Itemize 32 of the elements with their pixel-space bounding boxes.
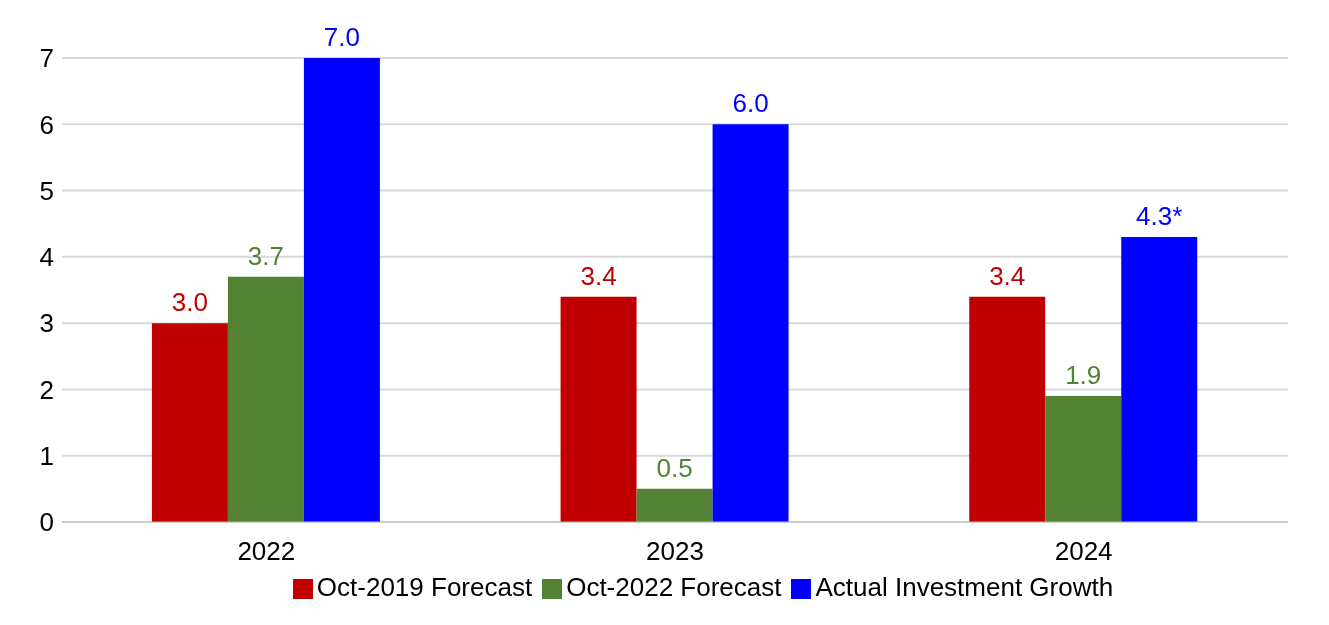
y-tick-label: 6 <box>39 109 54 140</box>
y-tick-label: 7 <box>39 43 54 74</box>
legend-label: Oct-2022 Forecast <box>566 572 782 602</box>
y-tick-label: 4 <box>39 242 54 273</box>
data-label: 3.0 <box>171 287 208 318</box>
bar <box>636 488 713 522</box>
bar <box>969 296 1046 522</box>
y-tick-label: 3 <box>39 308 54 339</box>
y-tick-label: 5 <box>39 175 54 206</box>
x-tick-label: 2022 <box>237 536 296 567</box>
x-tick-label: 2024 <box>1054 536 1113 567</box>
bar <box>560 296 637 522</box>
x-tick-label: 2023 <box>646 536 704 567</box>
data-label: 3.7 <box>247 240 284 271</box>
data-label: 6.0 <box>732 88 769 119</box>
bar <box>1121 236 1198 522</box>
legend-label: Oct-2019 Forecast <box>316 572 533 602</box>
data-label: 7.0 <box>323 22 360 52</box>
data-label: 1.9 <box>1065 360 1102 391</box>
data-label: 3.4 <box>580 260 617 291</box>
bar <box>151 323 228 522</box>
bar <box>712 124 789 522</box>
y-tick-label: 2 <box>39 374 54 405</box>
data-label: 4.3* <box>1136 200 1183 231</box>
bar <box>227 276 304 522</box>
data-label: 3.4 <box>989 260 1026 291</box>
legend-label: Actual Investment Growth <box>815 572 1114 602</box>
bar <box>303 58 380 522</box>
y-tick-label: 0 <box>39 507 54 538</box>
bar <box>1045 396 1122 522</box>
data-label: 0.5 <box>656 452 693 483</box>
y-tick-label: 1 <box>39 440 54 471</box>
